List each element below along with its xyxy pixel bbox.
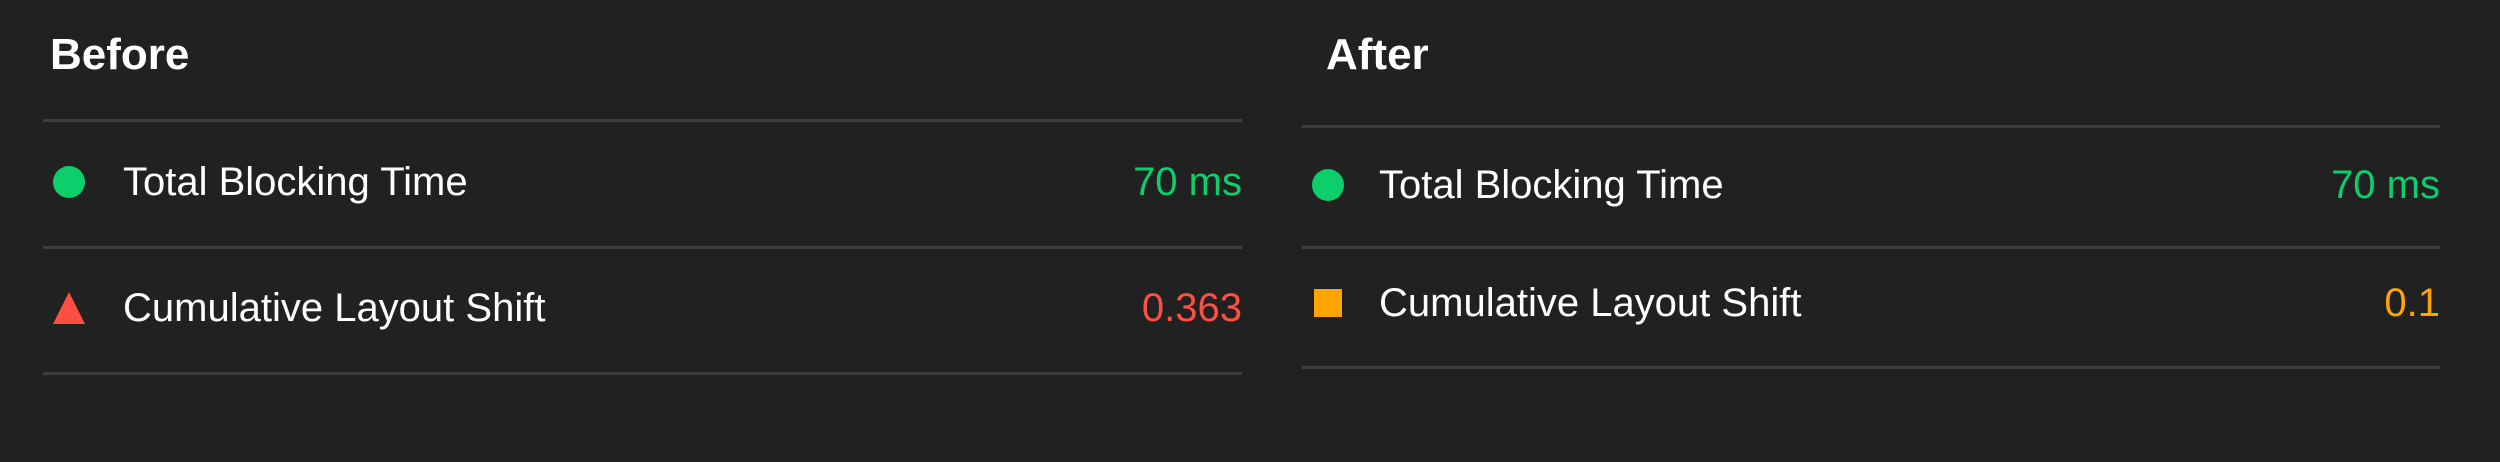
divider xyxy=(1302,125,2440,128)
divider xyxy=(43,119,1242,122)
divider xyxy=(43,372,1242,375)
metric-row-cumulative-layout-shift: Cumulative Layout Shift 0.1 xyxy=(1302,273,2440,333)
before-title: Before xyxy=(50,30,190,79)
average-square-icon xyxy=(1314,289,1342,317)
pass-circle-icon xyxy=(1312,169,1344,201)
divider xyxy=(1302,366,2440,369)
metric-value: 70 ms xyxy=(2331,162,2440,207)
metric-row-cumulative-layout-shift: Cumulative Layout Shift 0.363 xyxy=(43,278,1242,338)
metric-label: Cumulative Layout Shift xyxy=(1379,280,1802,325)
divider xyxy=(43,246,1242,249)
after-title: After xyxy=(1326,30,1429,79)
metric-label: Total Blocking Time xyxy=(123,159,468,204)
metric-row-total-blocking-time: Total Blocking Time 70 ms xyxy=(1302,155,2440,215)
metric-value: 70 ms xyxy=(1133,159,1242,204)
metric-value: 0.363 xyxy=(1141,285,1242,330)
fail-triangle-icon xyxy=(53,292,85,324)
pass-circle-icon xyxy=(53,166,85,198)
divider xyxy=(1302,246,2440,249)
metric-label: Total Blocking Time xyxy=(1379,162,1724,207)
metric-row-total-blocking-time: Total Blocking Time 70 ms xyxy=(43,152,1242,212)
metric-label: Cumulative Layout Shift xyxy=(123,285,546,330)
metric-value: 0.1 xyxy=(2384,280,2440,325)
